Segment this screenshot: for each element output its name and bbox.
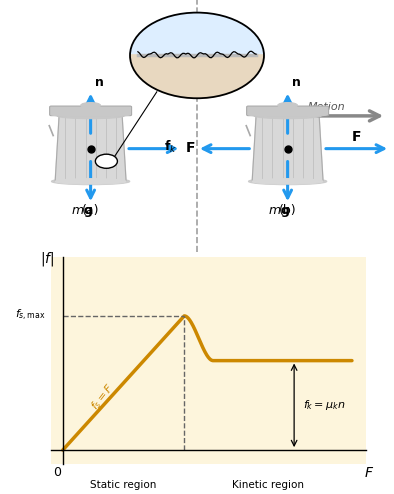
Text: n: n	[95, 77, 104, 89]
Ellipse shape	[81, 103, 100, 108]
Ellipse shape	[51, 112, 130, 117]
Polygon shape	[252, 116, 323, 181]
Text: $m$g: $m$g	[71, 205, 93, 219]
Ellipse shape	[249, 178, 327, 185]
Polygon shape	[130, 13, 264, 55]
Text: $f_k = \mu_k n$: $f_k = \mu_k n$	[303, 398, 346, 412]
Ellipse shape	[248, 112, 327, 117]
Text: $\mathbf{f}_k$: $\mathbf{f}_k$	[164, 139, 177, 155]
Text: (b): (b)	[279, 204, 296, 217]
Ellipse shape	[252, 179, 323, 184]
Ellipse shape	[254, 113, 321, 119]
Text: Kinetic region: Kinetic region	[232, 481, 304, 491]
Ellipse shape	[52, 178, 130, 185]
Text: Static region: Static region	[90, 481, 157, 491]
Ellipse shape	[278, 103, 297, 108]
Polygon shape	[130, 55, 264, 98]
Polygon shape	[55, 116, 126, 181]
Circle shape	[95, 154, 117, 168]
Ellipse shape	[55, 179, 126, 184]
Text: $\mathbf{F}$: $\mathbf{F}$	[185, 141, 195, 156]
Text: Motion: Motion	[307, 102, 345, 112]
Text: $\mathbf{F}$: $\mathbf{F}$	[351, 130, 361, 144]
Text: $m$g: $m$g	[268, 205, 290, 219]
FancyBboxPatch shape	[247, 106, 329, 116]
Text: $|f|$: $|f|$	[40, 249, 54, 268]
Text: 0: 0	[53, 466, 61, 479]
Text: (a): (a)	[82, 204, 99, 217]
FancyBboxPatch shape	[50, 106, 132, 116]
Text: $F$: $F$	[364, 466, 374, 480]
Text: n: n	[292, 77, 301, 89]
Text: $f_{s,\mathrm{max}}$: $f_{s,\mathrm{max}}$	[15, 308, 45, 324]
Ellipse shape	[57, 113, 124, 119]
Text: $f_s = F$: $f_s = F$	[88, 380, 118, 412]
